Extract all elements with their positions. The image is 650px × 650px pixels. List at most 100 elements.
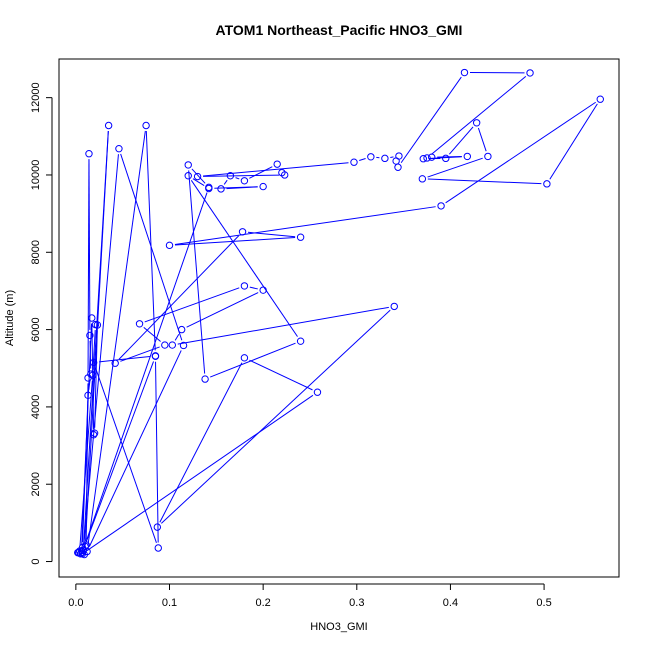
data-point (91, 320, 100, 329)
y-tick-label: 2000 (30, 472, 42, 496)
series-segment (174, 237, 296, 246)
data-point (81, 542, 89, 551)
data-point (89, 431, 98, 439)
data-point (226, 172, 235, 180)
data-point (205, 184, 213, 193)
data-point (463, 152, 471, 161)
x-tick-label: 0.0 (68, 597, 83, 609)
data-point (78, 550, 87, 558)
data-point (85, 150, 93, 158)
y-tick-label: 0 (30, 558, 42, 564)
series-segment (145, 130, 156, 351)
series-segment (249, 166, 273, 179)
data-point (296, 233, 305, 241)
data-point (111, 359, 119, 367)
data-point (428, 153, 436, 161)
series-segment (83, 154, 119, 545)
data-point (280, 171, 289, 179)
data-point (472, 119, 481, 127)
data-point (74, 548, 83, 557)
series-segment (249, 359, 313, 391)
x-axis: 0.0 0.1 0.2 0.3 0.4 0.5 (68, 583, 552, 609)
series-segment (87, 130, 146, 547)
series-segment (247, 231, 296, 238)
series-segment (159, 362, 243, 523)
data-point (543, 180, 551, 188)
x-tick-label: 0.4 (443, 597, 458, 609)
series-segment (79, 380, 93, 546)
series-segment (400, 76, 462, 164)
data-point (596, 95, 604, 103)
data-point (86, 331, 94, 340)
data-point (201, 375, 209, 383)
series-segment (549, 103, 598, 180)
series-segment (143, 326, 161, 342)
x-axis-label: HNO3_GMI (310, 621, 367, 633)
data-point (153, 523, 162, 531)
data-point (135, 320, 144, 328)
y-tick-label: 10000 (30, 160, 42, 191)
series-segment (83, 361, 155, 548)
data-point (161, 341, 169, 349)
data-point (273, 160, 281, 168)
series-segment (223, 179, 228, 185)
series-segment (86, 394, 314, 552)
series-segment (161, 309, 391, 524)
data-point (154, 544, 162, 552)
series-segment (92, 330, 96, 370)
data-point (526, 69, 534, 77)
series-segment (120, 346, 160, 362)
data-point (460, 68, 469, 77)
data-point (240, 177, 249, 185)
data-point (390, 302, 398, 311)
data-point (193, 172, 202, 181)
series-segment (226, 186, 258, 190)
data-point (104, 121, 113, 130)
series-segment (177, 306, 389, 345)
data-point (423, 154, 431, 162)
series-segment (174, 334, 180, 341)
data-point (165, 241, 174, 250)
series-segment (430, 76, 527, 155)
data-point (419, 155, 427, 163)
series-segment (203, 174, 280, 177)
series-segment (477, 127, 487, 152)
data-point (90, 429, 99, 437)
y-tick-label: 12000 (30, 82, 42, 113)
series-segment (81, 323, 93, 546)
data-point (259, 286, 267, 294)
chart-title: ATOM1 Northeast_Pacific HNO3_GMI (216, 22, 463, 38)
data-point (313, 388, 322, 396)
y-tick-label: 6000 (30, 317, 42, 341)
data-point (177, 325, 186, 334)
data-point (240, 282, 249, 290)
x-tick-label: 0.1 (162, 597, 177, 609)
series-segment (191, 168, 206, 184)
series-segment (390, 156, 394, 158)
series-segment (192, 178, 205, 187)
data-point (184, 161, 192, 169)
series-segment (249, 286, 258, 290)
series-segment (190, 180, 298, 337)
series-segment (144, 287, 240, 323)
data-point (418, 175, 427, 183)
series-segment (448, 126, 474, 155)
series-segment (427, 157, 483, 178)
x-tick-label: 0.2 (255, 597, 270, 609)
data-point (437, 202, 445, 210)
data-point (84, 391, 92, 400)
data-point (381, 154, 389, 163)
series-segment (186, 292, 259, 328)
series-segment (94, 367, 157, 543)
y-tick-label: 4000 (30, 395, 42, 419)
data-point (88, 314, 96, 322)
data-point (259, 182, 267, 191)
data-point (238, 228, 247, 236)
data-point (350, 158, 358, 166)
series-segment (83, 130, 109, 545)
data-point (367, 153, 375, 161)
series-segment (88, 350, 182, 547)
data-point (296, 337, 305, 345)
data-point (168, 341, 177, 349)
y-axis: 0 2000 4000 6000 8000 10000 12000 (30, 82, 53, 565)
